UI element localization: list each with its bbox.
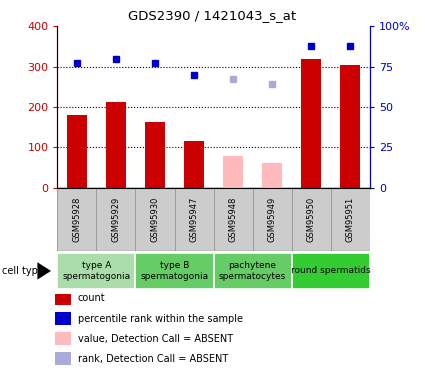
Text: rank, Detection Call = ABSENT: rank, Detection Call = ABSENT bbox=[78, 354, 228, 364]
Text: GDS2390 / 1421043_s_at: GDS2390 / 1421043_s_at bbox=[128, 9, 297, 22]
Text: GSM95950: GSM95950 bbox=[307, 197, 316, 242]
Bar bbox=[55, 312, 71, 325]
Bar bbox=[96, 188, 136, 251]
Bar bbox=[145, 122, 165, 188]
Bar bbox=[213, 253, 292, 289]
Bar bbox=[301, 58, 321, 188]
Text: GSM95949: GSM95949 bbox=[268, 197, 277, 242]
Bar bbox=[55, 352, 71, 365]
Text: pachytene
spermatocytes: pachytene spermatocytes bbox=[219, 261, 286, 280]
Text: type A
spermatogonia: type A spermatogonia bbox=[62, 261, 130, 280]
Bar bbox=[292, 253, 370, 289]
Bar bbox=[252, 188, 292, 251]
Bar bbox=[213, 188, 252, 251]
Bar bbox=[262, 162, 282, 188]
Text: value, Detection Call = ABSENT: value, Detection Call = ABSENT bbox=[78, 334, 233, 344]
Bar bbox=[223, 156, 243, 188]
Bar bbox=[340, 64, 360, 188]
Bar bbox=[67, 115, 87, 188]
Text: GSM95928: GSM95928 bbox=[72, 196, 82, 242]
Text: round spermatids: round spermatids bbox=[291, 266, 371, 275]
Bar bbox=[55, 332, 71, 345]
Bar bbox=[57, 253, 136, 289]
Bar bbox=[136, 253, 213, 289]
Text: GSM95948: GSM95948 bbox=[229, 196, 238, 242]
Text: GSM95947: GSM95947 bbox=[190, 196, 198, 242]
Bar bbox=[175, 188, 213, 251]
Bar bbox=[331, 188, 370, 251]
Bar bbox=[136, 188, 175, 251]
Text: percentile rank within the sample: percentile rank within the sample bbox=[78, 314, 243, 324]
Polygon shape bbox=[37, 262, 51, 280]
Bar bbox=[292, 188, 331, 251]
Text: count: count bbox=[78, 293, 105, 303]
Text: GSM95930: GSM95930 bbox=[150, 196, 159, 242]
Text: GSM95951: GSM95951 bbox=[346, 197, 355, 242]
Bar bbox=[55, 292, 71, 305]
Bar bbox=[57, 188, 96, 251]
Text: type B
spermatogonia: type B spermatogonia bbox=[140, 261, 209, 280]
Bar bbox=[106, 102, 126, 188]
Text: GSM95929: GSM95929 bbox=[111, 197, 120, 242]
Bar bbox=[184, 141, 204, 188]
Text: cell type: cell type bbox=[2, 266, 44, 276]
